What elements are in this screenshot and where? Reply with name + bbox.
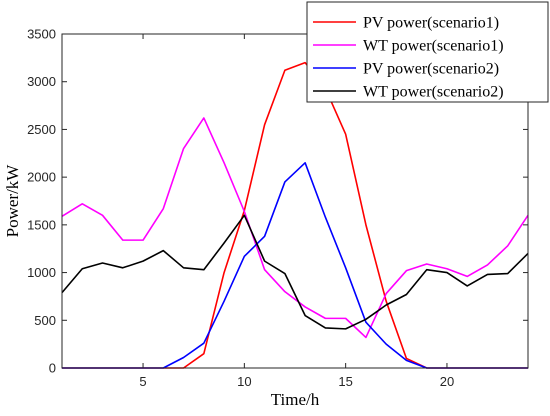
legend-label: PV power(scenario2) xyxy=(363,61,499,78)
plot-frame xyxy=(61,33,529,369)
series-line-2 xyxy=(61,117,529,339)
y-tick-label: 3500 xyxy=(27,27,56,42)
x-axis-title: Time/h xyxy=(271,390,320,409)
y-tick-label: 3000 xyxy=(27,74,56,89)
y-axis-title: Power/kW xyxy=(3,164,22,238)
y-tick-label: 0 xyxy=(49,361,56,376)
y-tick-label: 500 xyxy=(34,313,56,328)
x-tick-label: 20 xyxy=(440,374,454,389)
legend-label: PV power(scenario1) xyxy=(363,15,499,32)
y-tick-label: 1000 xyxy=(27,265,56,280)
x-tick-label: 10 xyxy=(237,374,251,389)
x-tick-label: 5 xyxy=(139,374,146,389)
axis-ticks: 0 500 1000 1500 2000 2500 3000 3500 5 10 15 20 xyxy=(27,27,528,389)
x-tick-label: 15 xyxy=(338,374,352,389)
legend-label: WT power(scenario2) xyxy=(363,84,504,101)
series-line-4 xyxy=(61,214,529,330)
y-tick-label: 2500 xyxy=(27,122,56,137)
y-tick-label: 2000 xyxy=(27,170,56,185)
legend-box xyxy=(306,1,549,103)
y-tick-label: 1500 xyxy=(27,217,56,232)
legend: PV power(scenario1) WT power(scenario1) PV… xyxy=(306,1,549,103)
legend-label: WT power(scenario1) xyxy=(363,38,504,55)
